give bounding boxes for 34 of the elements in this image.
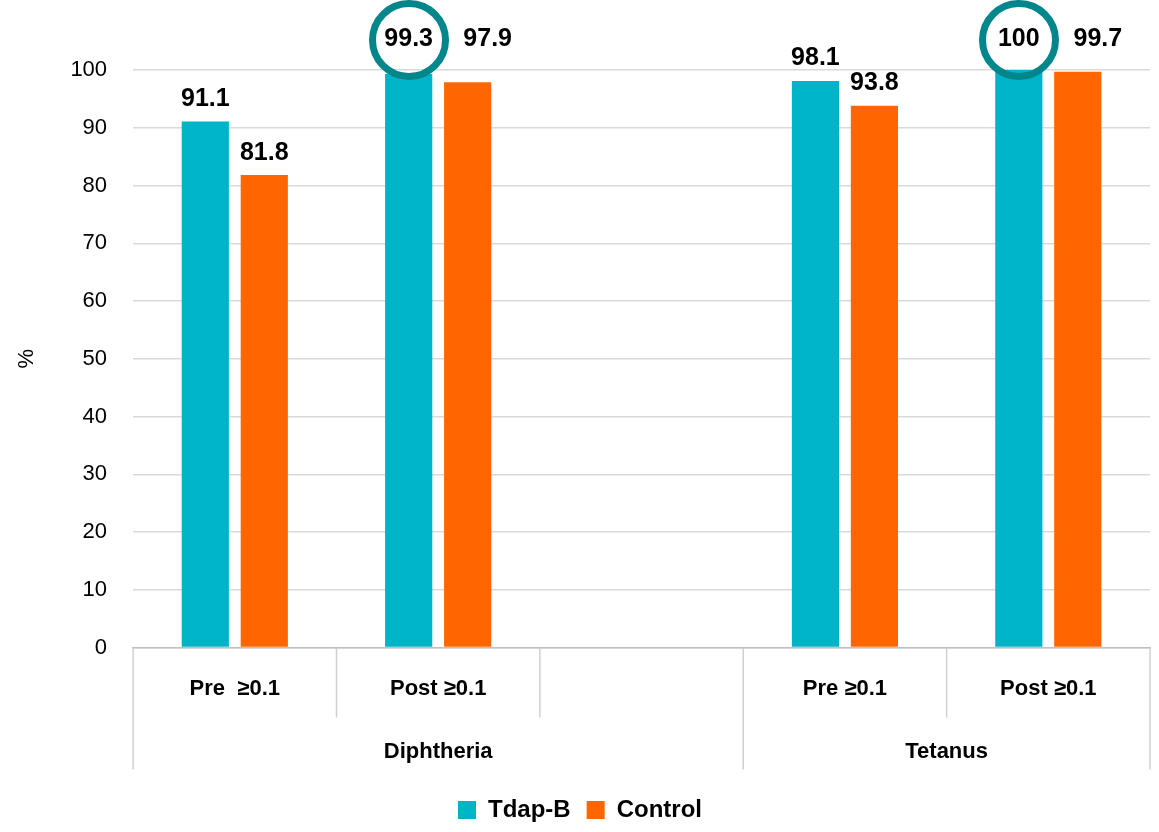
x-tick-label: Post ≥0.1 [389, 674, 487, 700]
x-tick-label: Pre ≥0.1 [802, 674, 888, 700]
y-tick-label: 90 [82, 113, 108, 139]
y-tick-label: 0 [94, 633, 108, 659]
x-tick-label: Pre ≥0.1 [189, 674, 280, 700]
y-tick-label: 60 [82, 287, 108, 313]
y-tick-label: 80 [82, 171, 108, 197]
legend-label: Control [616, 794, 702, 822]
data-label: 81.8 [239, 136, 289, 165]
bar [1054, 71, 1102, 647]
data-label: 100 [997, 23, 1040, 52]
data-label: 99.3 [384, 23, 434, 52]
data-label: 97.9 [463, 23, 512, 52]
data-label: 93.8 [850, 67, 899, 96]
text: Tetanus [905, 737, 988, 763]
y-tick-label: 100 [70, 56, 108, 82]
y-axis-title: % [13, 349, 39, 369]
text: Diphtheria [383, 737, 494, 763]
data-label: 91.1 [180, 82, 230, 111]
y-tick-label: 50 [82, 344, 108, 370]
bar [181, 121, 229, 647]
y-tick-label: 40 [82, 402, 108, 428]
bar [791, 80, 840, 647]
legend-label: Tdap-B [488, 794, 571, 822]
x-tick-label: Post ≥0.1 [1000, 674, 1097, 700]
y-tick-label: 30 [82, 460, 108, 486]
y-tick-label: 10 [82, 575, 108, 601]
y-tick-label: 20 [82, 518, 108, 544]
bar [850, 105, 899, 647]
bar [444, 82, 492, 647]
bar [240, 175, 288, 647]
y-tick-label: 70 [82, 229, 108, 255]
data-label: 98.1 [791, 42, 840, 71]
data-label: 99.7 [1073, 23, 1123, 52]
